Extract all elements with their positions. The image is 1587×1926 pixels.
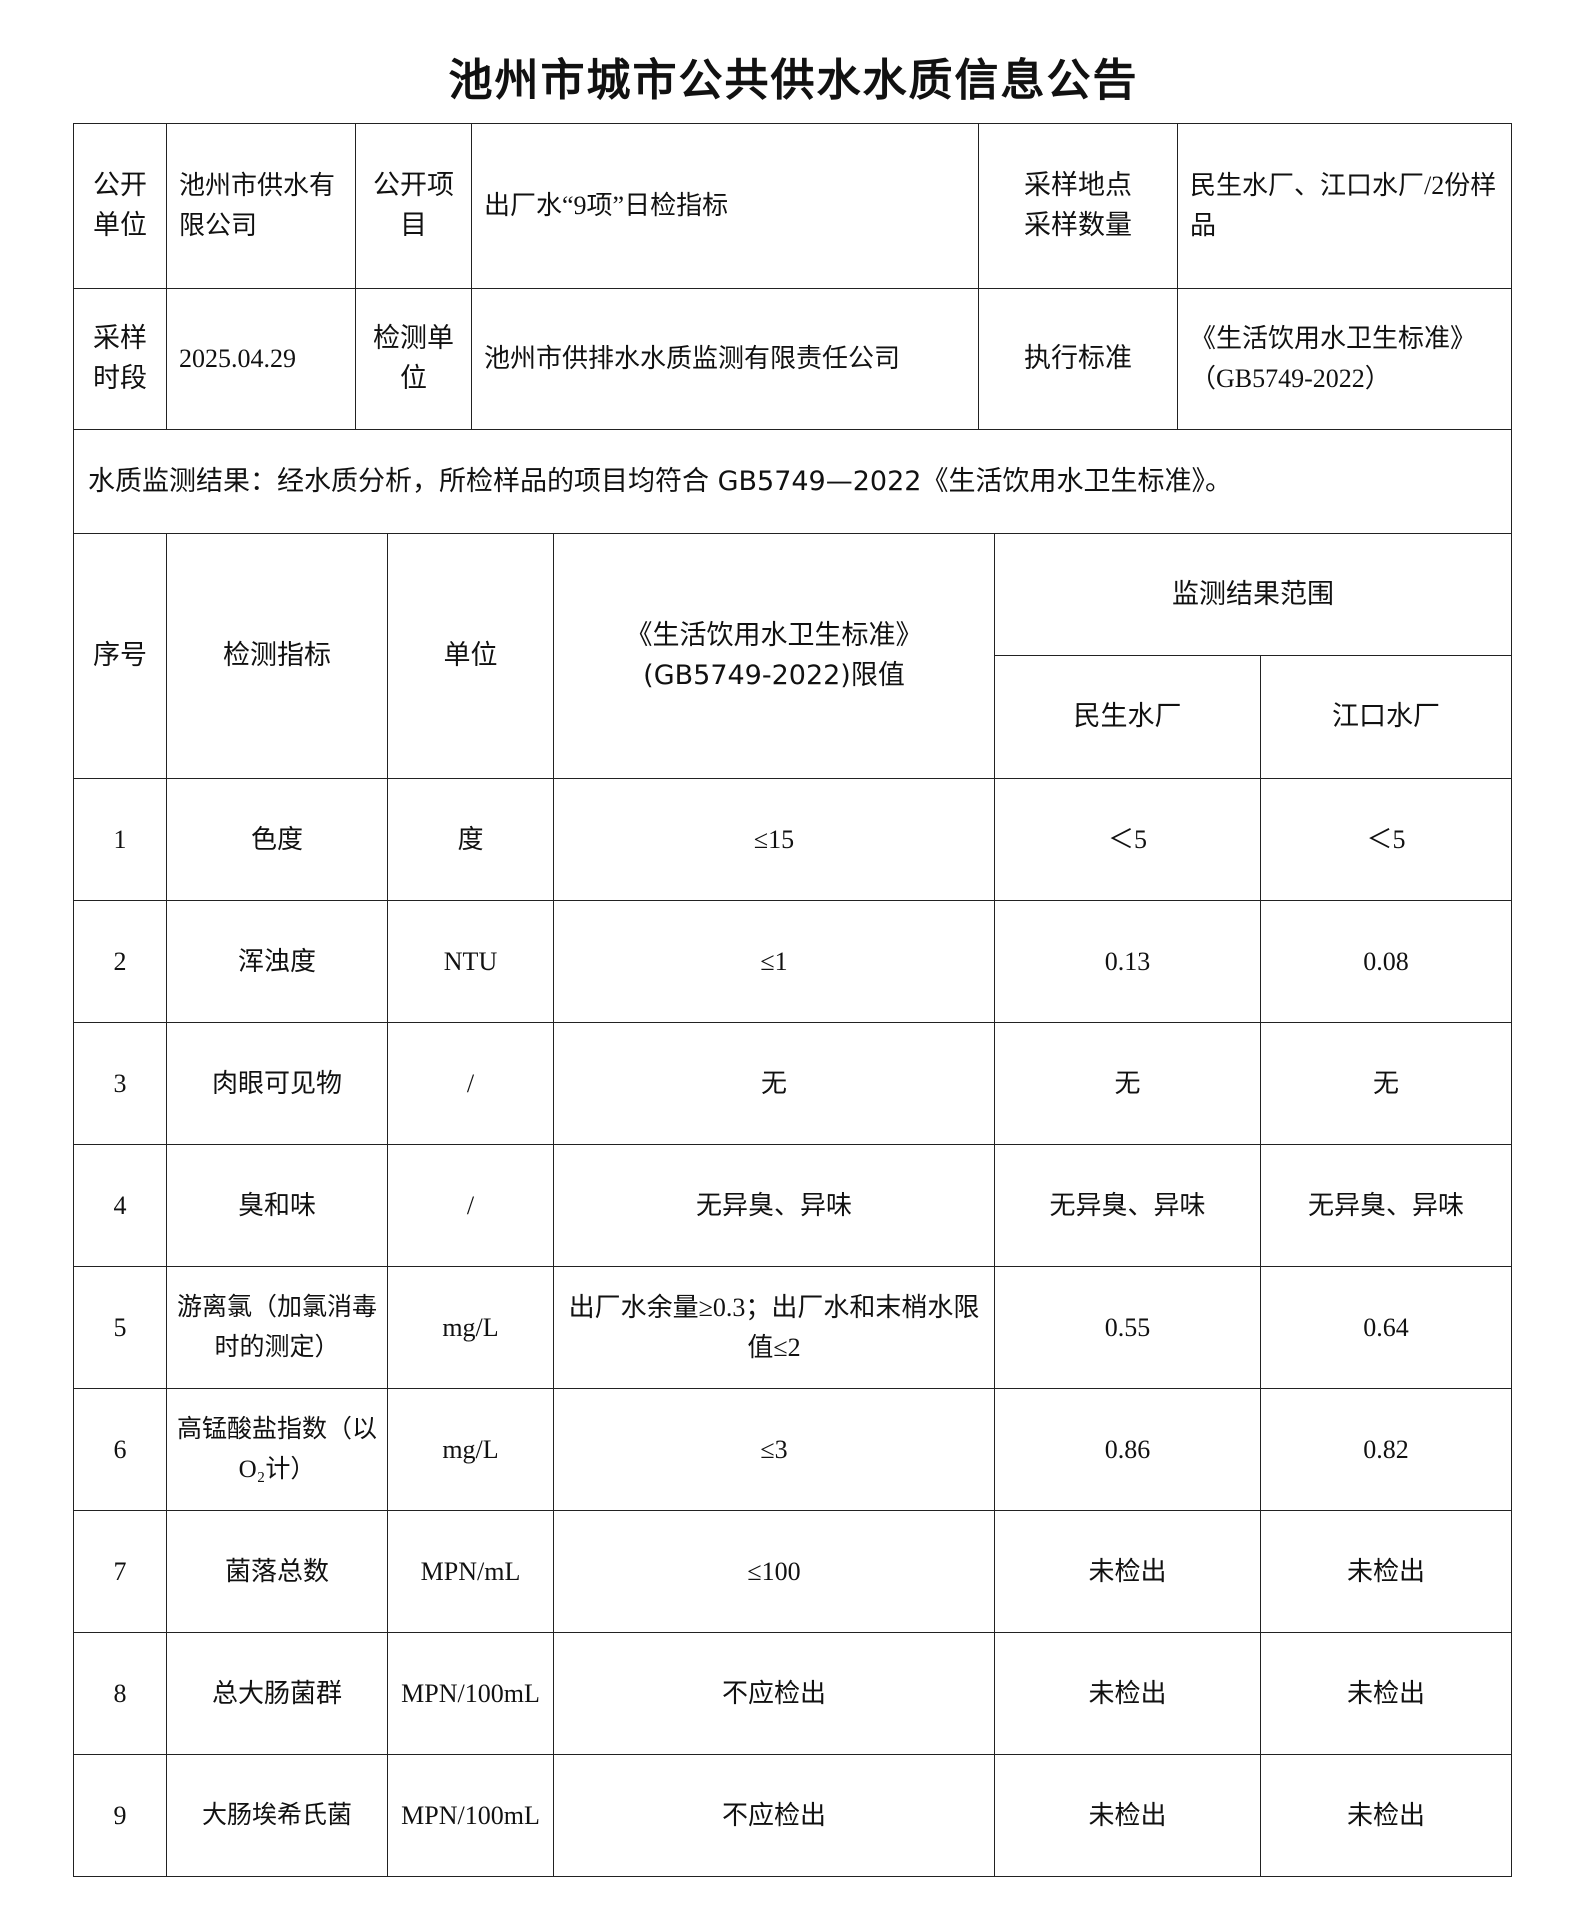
period-value: 2025.04.29 bbox=[166, 288, 356, 430]
unit: mg/L bbox=[387, 1388, 554, 1511]
lab-label: 检测单位 bbox=[355, 288, 472, 430]
standard-label: 执行标准 bbox=[978, 288, 1178, 430]
table-row: 7 菌落总数 MPN/mL ≤100 未检出 未检出 bbox=[73, 1510, 1512, 1633]
standard-limit: 无异臭、异味 bbox=[553, 1144, 995, 1267]
unit-value: 池州市供水有限公司 bbox=[166, 123, 356, 289]
jiangkou-result: 无异臭、异味 bbox=[1260, 1144, 1512, 1267]
row-number: 9 bbox=[73, 1754, 167, 1877]
indicator-name: 色度 bbox=[166, 778, 388, 901]
header-row: 序号 检测指标 单位 《生活饮用水卫生标准》(GB5749-2022)限值 监测… bbox=[73, 533, 1512, 779]
minsheng-result: 0.86 bbox=[994, 1388, 1261, 1511]
standard-limit: ≤1 bbox=[553, 900, 995, 1023]
row-number: 3 bbox=[73, 1022, 167, 1145]
table-row: 4 臭和味 / 无异臭、异味 无异臭、异味 无异臭、异味 bbox=[73, 1144, 1512, 1267]
standard-limit: 无 bbox=[553, 1022, 995, 1145]
standard-limit: ≤15 bbox=[553, 778, 995, 901]
unit: / bbox=[387, 1144, 554, 1267]
standard-limit: 出厂水余量≥0.3；出厂水和末梢水限值≤2 bbox=[553, 1266, 995, 1389]
table-row: 8 总大肠菌群 MPN/100mL 不应检出 未检出 未检出 bbox=[73, 1632, 1512, 1755]
jiangkou-result: 0.82 bbox=[1260, 1388, 1512, 1511]
site-value: 民生水厂、江口水厂/2份样品 bbox=[1177, 123, 1512, 289]
unit: NTU bbox=[387, 900, 554, 1023]
header-plant-minsheng: 民生水厂 bbox=[994, 655, 1261, 779]
conclusion-row: 水质监测结果：经水质分析，所检样品的项目均符合 GB5749—2022《生活饮用… bbox=[73, 429, 1512, 534]
header-row: 民生水厂 江口水厂 bbox=[74, 655, 1512, 779]
header-range: 监测结果范围 bbox=[994, 533, 1512, 656]
row-number: 1 bbox=[73, 778, 167, 901]
minsheng-result: 未检出 bbox=[994, 1632, 1261, 1755]
site-label: 采样地点采样数量 bbox=[978, 123, 1178, 289]
table-row: 1 色度度 ≤15 ＜5 ＜5 bbox=[73, 778, 1512, 901]
table-row: 3 肉眼可见物 / 无无无 bbox=[73, 1022, 1512, 1145]
unit: MPN/mL bbox=[387, 1510, 554, 1633]
conclusion-text: 水质监测结果：经水质分析，所检样品的项目均符合 GB5749—2022《生活饮用… bbox=[73, 429, 1512, 534]
row-number: 7 bbox=[73, 1510, 167, 1633]
unit: MPN/100mL bbox=[387, 1754, 554, 1877]
table-row: 6 高锰酸盐指数（以O₂计） mg/L ≤3 0.86 0.82 bbox=[73, 1388, 1512, 1511]
info-row: 采样时段 2025.04.29 检测单位 池州市供排水水质监测有限责任公司 执行… bbox=[73, 288, 1512, 430]
indicator-name: 肉眼可见物 bbox=[166, 1022, 388, 1145]
header-limit: 《生活饮用水卫生标准》(GB5749-2022)限值 bbox=[553, 533, 995, 779]
unit-label: 公开单位 bbox=[73, 123, 167, 289]
indicator-name: 菌落总数 bbox=[166, 1510, 388, 1633]
indicator-name: 游离氯（加氯消毒时的测定） bbox=[166, 1266, 388, 1389]
jiangkou-result: 无 bbox=[1260, 1022, 1512, 1145]
minsheng-result: 0.55 bbox=[994, 1266, 1261, 1389]
indicator-name: 总大肠菌群 bbox=[166, 1632, 388, 1755]
lab-value: 池州市供排水水质监测有限责任公司 bbox=[471, 288, 979, 430]
table-row: 2 浑浊度 NTU ≤1 0.13 0.08 bbox=[73, 900, 1512, 1023]
period-label: 采样时段 bbox=[73, 288, 167, 430]
row-number: 6 bbox=[73, 1388, 167, 1511]
minsheng-result: ＜5 bbox=[994, 778, 1261, 901]
info-row: 公开单位 池州市供水有限公司 公开项目 出厂水“9项”日检指标 采样地点采样数量… bbox=[73, 123, 1512, 289]
row-number: 2 bbox=[73, 900, 167, 1023]
row-number: 5 bbox=[73, 1266, 167, 1389]
indicator-name: 浑浊度 bbox=[166, 900, 388, 1023]
row-number: 4 bbox=[73, 1144, 167, 1267]
results-table: 序号 检测指标 单位 《生活饮用水卫生标准》(GB5749-2022)限值 监测… bbox=[73, 533, 1512, 1877]
minsheng-result: 无异臭、异味 bbox=[994, 1144, 1261, 1267]
unit: / bbox=[387, 1022, 554, 1145]
header-unit: 单位 bbox=[387, 533, 554, 779]
jiangkou-result: 0.64 bbox=[1260, 1266, 1512, 1389]
page-title: 池州市城市公共供水水质信息公告 bbox=[448, 55, 1139, 106]
header-indicator: 检测指标 bbox=[166, 533, 388, 779]
header-plant-jiangkou: 江口水厂 bbox=[1260, 655, 1512, 779]
unit: 度 bbox=[387, 778, 554, 901]
minsheng-result: 0.13 bbox=[994, 900, 1261, 1023]
jiangkou-result: 未检出 bbox=[1260, 1510, 1512, 1633]
indicator-name: 大肠埃希氏菌 bbox=[166, 1754, 388, 1877]
standard-limit: ≤3 bbox=[553, 1388, 995, 1511]
unit: MPN/100mL bbox=[387, 1632, 554, 1755]
standard-limit: 不应检出 bbox=[553, 1632, 995, 1755]
jiangkou-result: 未检出 bbox=[1260, 1754, 1512, 1877]
info-table: 公开单位 池州市供水有限公司 公开项目 出厂水“9项”日检指标 采样地点采样数量… bbox=[73, 123, 1512, 534]
standard-limit: ≤100 bbox=[553, 1510, 995, 1633]
indicator-name: 高锰酸盐指数（以O₂计） bbox=[166, 1388, 388, 1511]
jiangkou-result: 未检出 bbox=[1260, 1632, 1512, 1755]
project-value: 出厂水“9项”日检指标 bbox=[471, 123, 979, 289]
jiangkou-result: 0.08 bbox=[1260, 900, 1512, 1023]
row-number: 8 bbox=[73, 1632, 167, 1755]
standard-value: 《生活饮用水卫生标准》（GB5749-2022） bbox=[1177, 288, 1512, 430]
project-label: 公开项目 bbox=[355, 123, 472, 289]
standard-limit: 不应检出 bbox=[553, 1754, 995, 1877]
header-no: 序号 bbox=[73, 533, 167, 779]
indicator-name: 臭和味 bbox=[166, 1144, 388, 1267]
minsheng-result: 未检出 bbox=[994, 1510, 1261, 1633]
minsheng-result: 未检出 bbox=[994, 1754, 1261, 1877]
minsheng-result: 无 bbox=[994, 1022, 1261, 1145]
unit: mg/L bbox=[387, 1266, 554, 1389]
jiangkou-result: ＜5 bbox=[1260, 778, 1512, 901]
table-row: 9 大肠埃希氏菌 MPN/100mL 不应检出 未检出 未检出 bbox=[73, 1754, 1512, 1877]
table-row: 5 游离氯（加氯消毒时的测定） mg/L 出厂水余量≥0.3；出厂水和末梢水限值≤2 0… bbox=[73, 1266, 1512, 1389]
